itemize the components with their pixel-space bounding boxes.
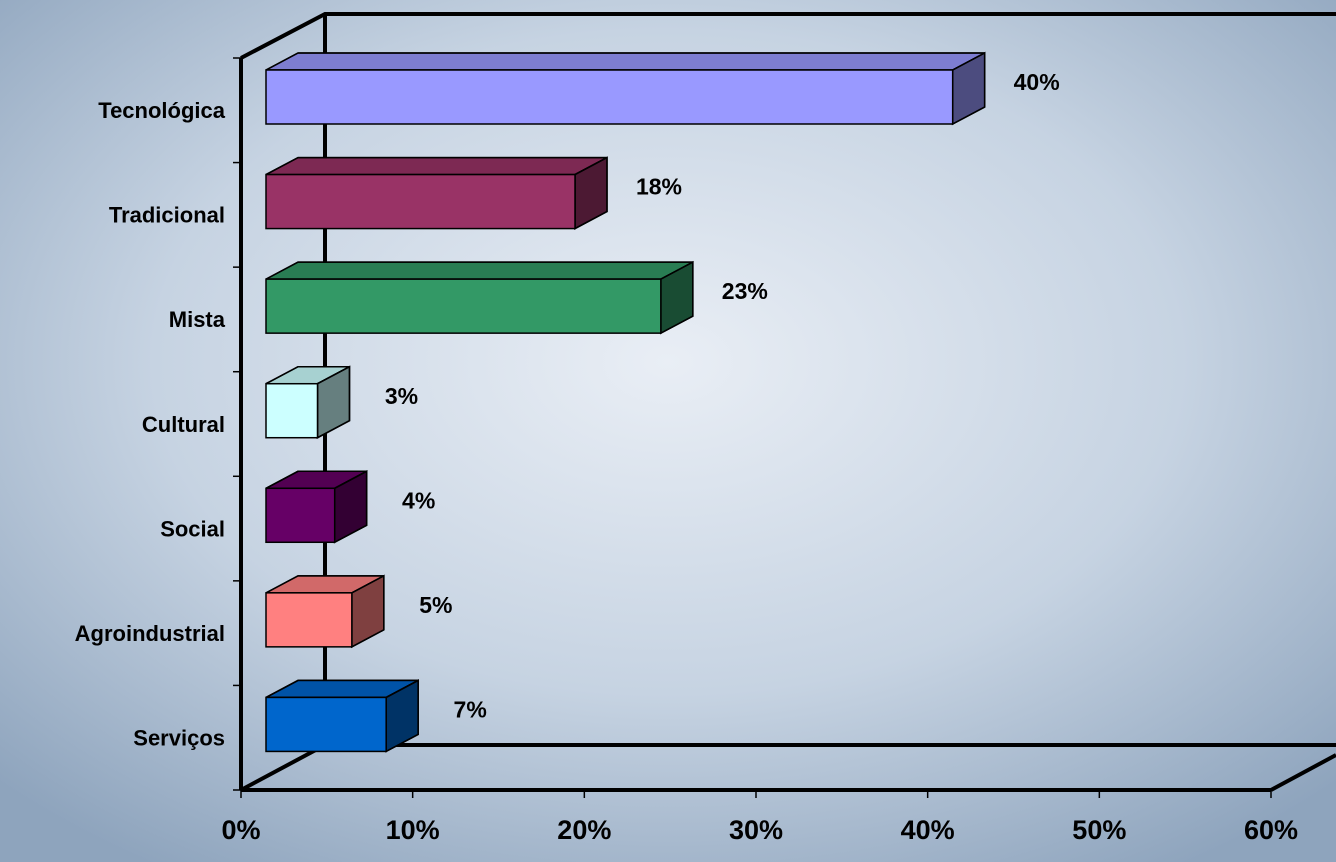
y-tick-label: Tecnológica: [98, 98, 225, 123]
value-label: 7%: [454, 697, 487, 723]
x-tick-label: 0%: [221, 815, 260, 845]
x-tick-label: 40%: [901, 815, 955, 845]
y-tick-label: Agroindustrial: [75, 621, 225, 646]
value-label: 18%: [636, 174, 682, 200]
x-tick-label: 20%: [557, 815, 611, 845]
bar-top-shade: [265, 52, 986, 71]
x-tick-label: 10%: [386, 815, 440, 845]
value-label: 23%: [722, 278, 768, 304]
y-tick-label: Social: [160, 516, 225, 541]
y-tick-label: Serviços: [133, 726, 225, 751]
value-label: 3%: [385, 383, 418, 409]
floor-left: [240, 743, 326, 792]
value-label: 40%: [1014, 69, 1060, 95]
x-tick-label: 50%: [1072, 815, 1126, 845]
bar: [265, 278, 662, 334]
floor-right: [1270, 753, 1336, 792]
y-tick-label: Mista: [169, 307, 226, 332]
value-label: 4%: [402, 487, 435, 513]
bar: [265, 592, 353, 648]
bar: [265, 382, 319, 439]
value-label: 5%: [419, 592, 452, 618]
bar-top-shade: [265, 156, 608, 176]
x-tick-label: 60%: [1244, 815, 1298, 845]
y-tick-label: Tradicional: [109, 203, 225, 228]
bar-top-shade: [265, 261, 694, 280]
bar: [265, 487, 336, 544]
x-tick-label: 30%: [729, 815, 783, 845]
bar: [265, 173, 576, 230]
bar: [265, 696, 387, 753]
y-tick-label: Cultural: [142, 412, 225, 437]
bar: [265, 69, 954, 125]
